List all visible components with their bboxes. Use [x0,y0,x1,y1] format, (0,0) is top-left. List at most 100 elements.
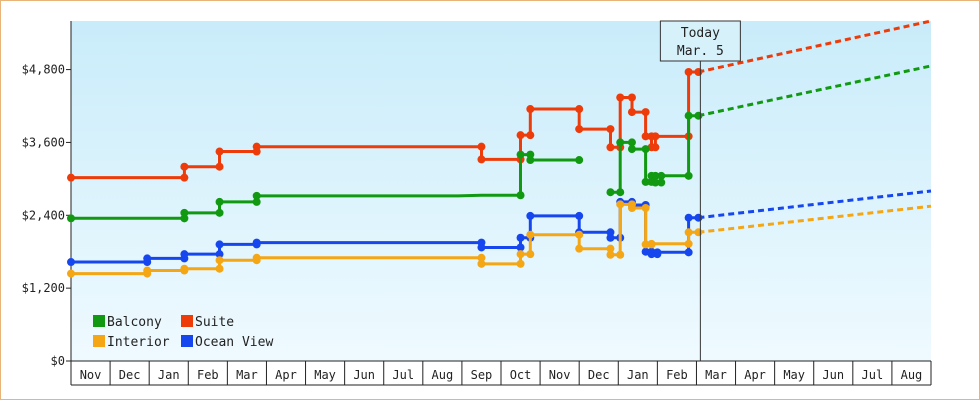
month-label: Apr [744,368,766,382]
today-box [659,20,741,62]
legend-swatch-balcony [93,315,105,327]
ocean-point [67,258,75,267]
month-label: Jun [353,368,375,382]
interior-point [143,266,152,275]
balcony-point [67,214,75,223]
suite-point [477,155,486,164]
legend-swatch-suite [181,315,193,327]
ocean-point [143,254,152,263]
month-label: Jun [822,368,844,382]
ocean-point [526,211,535,220]
month-label: Aug [901,368,923,382]
interior-point [616,250,625,259]
legend-label-ocean: Ocean View [195,335,273,350]
month-label: Dec [119,368,141,382]
balcony-point [180,208,189,217]
balcony-point [616,138,625,147]
y-tick-label: $4,800 [22,63,65,77]
interior-point [575,244,584,253]
balcony-point [516,150,525,159]
balcony-point [684,171,693,180]
month-label: Mar [705,368,727,382]
y-tick-label: $0 [51,354,65,368]
suite-point [215,147,224,156]
balcony-point [641,177,650,186]
month-label: Dec [588,368,610,382]
balcony-point [684,111,693,120]
balcony-point [215,197,224,206]
interior-point [684,239,693,248]
ocean-point [180,250,189,259]
month-label: May [783,368,805,382]
balcony-point [252,191,261,200]
series-interior [67,200,932,278]
interior-point [575,230,584,239]
suite-point [627,93,636,102]
suite-point [606,143,615,152]
interior-point [526,230,535,239]
month-label: May [314,368,336,382]
interior-point [215,256,224,265]
suite-point [477,142,486,151]
month-label: Apr [275,368,297,382]
y-axis: $0 $1,200 $2,400 $3,600 $4,800 [22,21,72,383]
month-label: Jan [158,368,180,382]
legend-swatch-ocean [181,335,193,347]
suite-point [641,132,650,141]
ocean-point [516,233,525,242]
suite-point [575,125,584,134]
legend-label-suite: Suite [195,315,234,330]
suite-point [651,132,660,141]
balcony-point [526,156,535,165]
interior-point [606,244,615,253]
y-tick-label: $3,600 [22,135,65,149]
interior-point [252,253,261,262]
y-tick-label: $1,200 [22,281,65,295]
balcony-point [606,188,615,197]
ocean-point [684,213,693,222]
month-label: Feb [666,368,688,382]
balcony-point [215,208,224,217]
month-label: Nov [549,368,571,382]
ocean-point [575,211,584,220]
ocean-point [215,240,224,249]
month-label: Jul [392,368,414,382]
interior-point [606,250,615,259]
suite-point [641,108,650,117]
balcony-point [627,138,636,147]
interior-point [616,200,625,209]
interior-forecast-line [698,204,932,234]
suite-point [627,108,636,117]
month-label: Nov [80,368,102,382]
ocean-point [252,238,261,247]
suite-point [252,142,261,151]
legend-label-interior: Interior [107,335,170,350]
month-label: Aug [432,368,454,382]
suite-point [606,125,615,134]
suite-point [526,105,535,114]
suite-point [526,131,535,140]
plot-area [71,21,931,361]
interior-point [641,240,650,249]
month-label: Feb [197,368,219,382]
series-suite [67,19,932,182]
interior-point [477,259,486,268]
suite-point [684,68,693,76]
month-label: Sep [471,368,493,382]
today-marker: Today Mar. 5 [659,20,741,361]
interior-point [516,250,525,259]
suite-point [180,173,189,182]
balcony-point [616,188,625,197]
ocean-point [477,243,486,252]
today-label: Today [681,26,720,41]
balcony-point [651,178,660,187]
ocean-point [516,243,525,252]
suite-point [575,105,584,114]
series-balcony [67,64,932,223]
suite-point [651,143,660,152]
interior-point [477,253,486,262]
interior-point [67,269,75,278]
interior-point [215,264,224,273]
ocean-point [684,248,693,257]
interior-point [627,204,636,212]
